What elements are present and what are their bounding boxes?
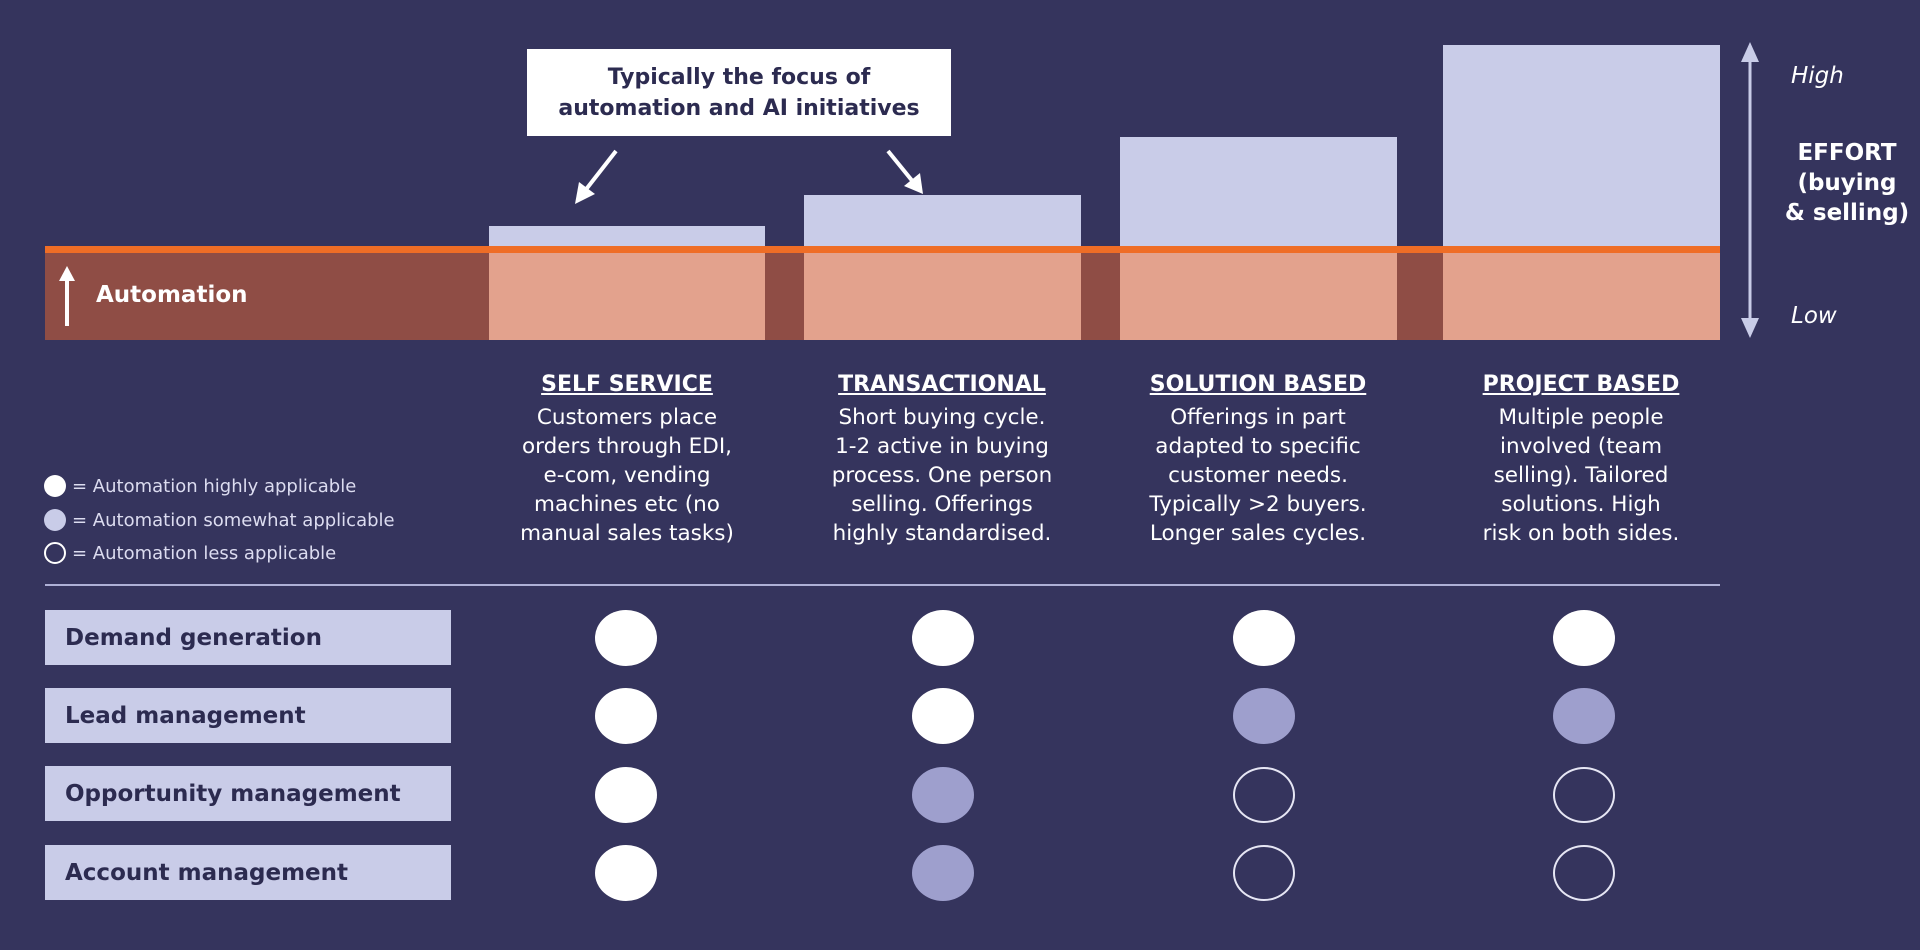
applicability-dot-less [1553,767,1615,823]
automation-label: Automation [96,282,248,308]
applicability-dot-less [1233,767,1295,823]
row-label-account-management: Account management [45,845,451,900]
applicability-dot-high [1233,610,1295,666]
effort-bar-solution-based [1120,137,1397,255]
applicability-dot-high [912,610,974,666]
applicability-dot-high [595,767,657,823]
category-title: SOLUTION BASED [1149,372,1367,397]
effort-bar-project-based [1443,45,1720,255]
applicability-dot-somewhat [912,767,974,823]
callout-arrow-left-icon [575,149,618,204]
applicability-dot-less [1233,845,1295,901]
applicability-dot-somewhat [1553,688,1615,744]
category-solution-based: SOLUTION BASED Offerings in part adapted… [1103,372,1413,548]
legend-dot-outline-icon [44,542,66,564]
effort-axis-title: EFFORT (buying & selling) [1784,140,1910,226]
legend-dot-lavender-icon [44,509,66,531]
applicability-dot-high [1553,610,1615,666]
legend-text: = Automation somewhat applicable [72,509,395,531]
category-title: SELF SERVICE [541,372,713,397]
applicability-dot-high [912,688,974,744]
automation-segment-solution-based [1120,247,1397,340]
applicability-dot-high [595,688,657,744]
callout-arrow-right-icon [886,149,923,194]
automation-segment-project-based [1443,247,1720,340]
applicability-dot-somewhat [1233,688,1295,744]
category-self-service: SELF SERVICE Customers place orders thro… [472,372,782,548]
category-title: TRANSACTIONAL [838,372,1046,397]
category-description: Offerings in part adapted to specific cu… [1149,405,1367,546]
row-label-opportunity-management: Opportunity management [45,766,451,821]
applicability-dot-high [595,610,657,666]
legend-item-somewhat: = Automation somewhat applicable [44,506,395,534]
row-label-demand-generation: Demand generation [45,610,451,665]
applicability-dot-somewhat [912,845,974,901]
row-label-lead-management: Lead management [45,688,451,743]
legend-item-highly: = Automation highly applicable [44,472,356,500]
legend-dot-white-icon [44,475,66,497]
category-project-based: PROJECT BASED Multiple people involved (… [1426,372,1736,548]
automation-segment-self-service [489,247,765,340]
effort-high-label: High [1791,63,1844,89]
effort-axis-double-arrow-icon [1741,42,1759,338]
category-description: Short buying cycle. 1-2 active in buying… [831,405,1053,546]
automation-threshold-line [45,246,1720,253]
section-divider [45,584,1720,586]
callout-box: Typically the focus of automation and AI… [527,49,951,136]
category-description: Multiple people involved (team selling).… [1482,405,1680,546]
legend-item-less: = Automation less applicable [44,539,336,567]
effort-low-label: Low [1791,303,1837,329]
up-arrow-icon [59,266,75,326]
legend-text: = Automation highly applicable [72,475,357,497]
category-description: Customers place orders through EDI, e-co… [520,405,734,546]
effort-bar-transactional [804,195,1081,255]
category-transactional: TRANSACTIONAL Short buying cycle. 1-2 ac… [787,372,1097,548]
applicability-dot-high [595,845,657,901]
automation-segment-transactional [804,247,1081,340]
applicability-dot-less [1553,845,1615,901]
legend-text: = Automation less applicable [72,542,337,564]
category-title: PROJECT BASED [1482,372,1680,397]
